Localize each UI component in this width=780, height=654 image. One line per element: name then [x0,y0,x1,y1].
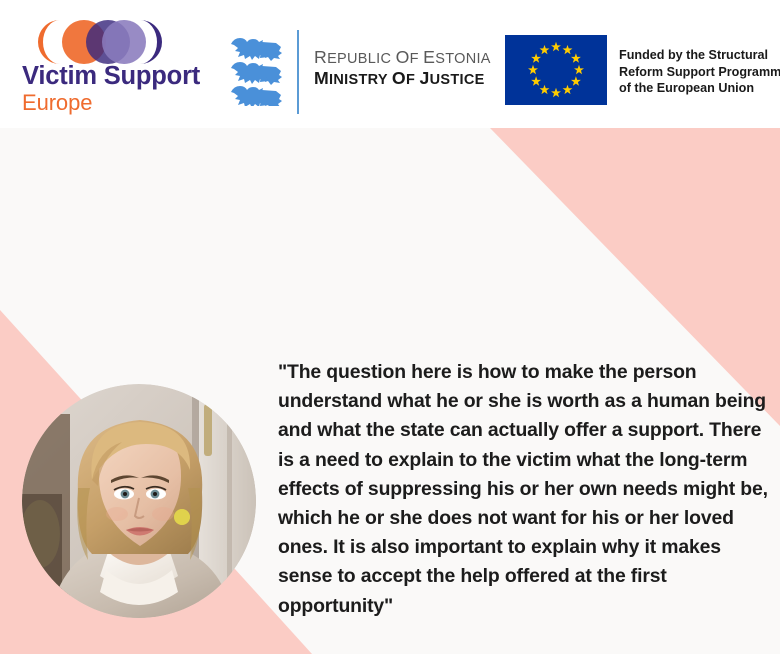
vertical-divider [297,30,299,114]
eu-text-line2: Reform Support Programme [619,64,780,79]
vse-logo-subtitle: Europe [22,90,93,115]
victim-support-europe-logo: Victim Support Europe [22,18,217,115]
eu-funding-logo: Funded by the Structural Reform Support … [505,32,780,112]
estonia-logo-text: REPUBLIC OF ESTONIA MINISTRY OF JUSTICE [314,48,491,90]
vse-logo-title: Victim Support [22,62,201,90]
portrait-photo [22,384,256,618]
eu-text-line3: of the European Union [619,81,755,95]
estonia-ministry-of-justice-logo: REPUBLIC OF ESTONIA MINISTRY OF JUSTICE [228,28,490,116]
logo-header-bar: Victim Support Europe [0,0,780,128]
eu-flag-icon [505,35,607,105]
three-lions-crest-icon [228,34,286,109]
slide-body: "The question here is how to make the pe… [0,128,780,654]
estonia-logo-line1: REPUBLIC OF ESTONIA [314,47,491,68]
pink-triangle-top-right [490,128,780,426]
quote-attribution: Brit Tammiste, Ministry of Justice, Esto… [278,652,776,654]
estonia-logo-line2: MINISTRY OF JUSTICE [314,68,485,89]
quote-text: "The question here is how to make the pe… [278,361,768,617]
eu-text-line1: Funded by the Structural [619,48,769,62]
overlapping-circles-icon [30,18,170,66]
quote-block: "The question here is how to make the pe… [278,358,776,654]
eu-funding-text: Funded by the Structural Reform Support … [619,47,780,97]
